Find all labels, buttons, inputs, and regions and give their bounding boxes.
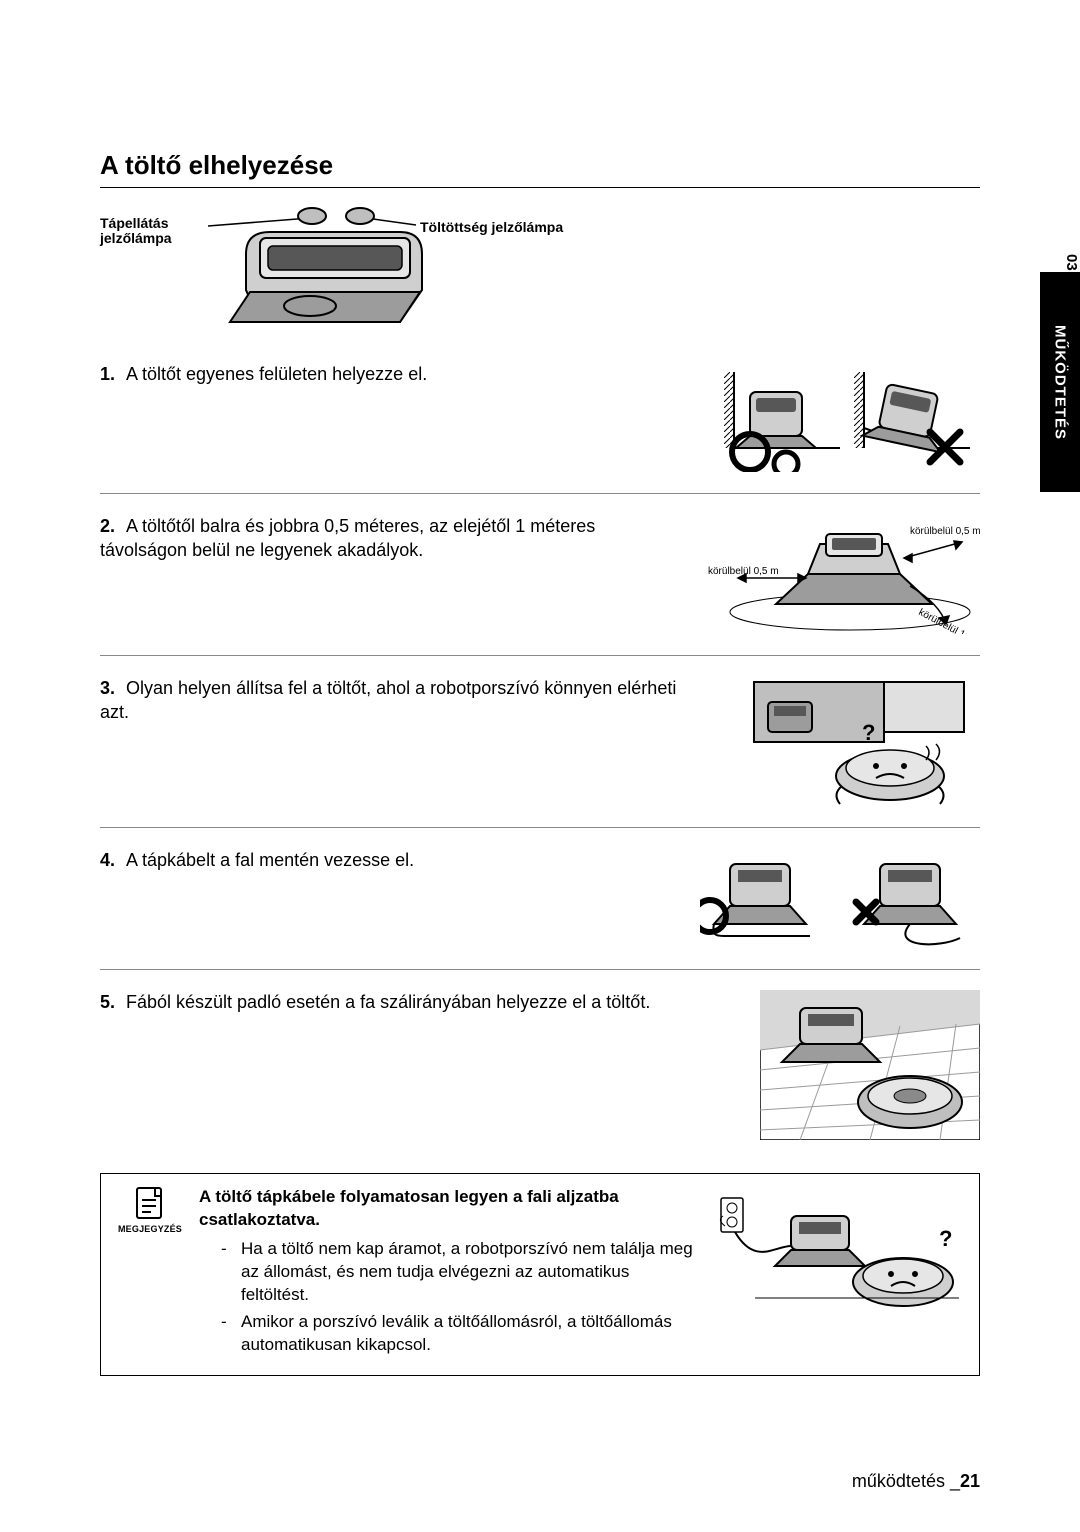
- footer-page-number: 21: [960, 1471, 980, 1491]
- step-5-text: 5.Fából készült padló esetén a fa szálir…: [100, 990, 682, 1014]
- step-1-text: 1.A töltőt egyenes felületen helyezze el…: [100, 362, 682, 386]
- step-5-illustration: [700, 990, 980, 1145]
- step-4-text: 4.A tápkábelt a fal mentén vezesse el.: [100, 848, 682, 872]
- separator-after-4: [100, 969, 980, 970]
- step-1-number: 1.: [100, 362, 126, 386]
- step-4: 4.A tápkábelt a fal mentén vezesse el.: [100, 848, 980, 953]
- title-rule: [100, 187, 980, 188]
- separator-after-1: [100, 493, 980, 494]
- step-4-illustration: [700, 848, 980, 953]
- clearance-front: körülbelül 1m: [917, 607, 975, 634]
- note-box: MEGJEGYZÉS A töltő tápkábele folyamatosa…: [100, 1173, 980, 1376]
- note-bullet-2: Amikor a porszívó leválik a töltőállomás…: [213, 1311, 701, 1357]
- manual-page: 03 MŰKÖDTETÉS A töltő elhelyezése Tápell…: [0, 0, 1080, 1532]
- callout-power-lamp: Tápellátás jelzőlámpa: [100, 216, 210, 247]
- separator-after-2: [100, 655, 980, 656]
- note-body: A töltő tápkábele folyamatosan legyen a …: [199, 1186, 701, 1361]
- note-illustration: ?: [715, 1186, 965, 1321]
- clearance-left: körülbelül 0,5 m: [708, 566, 779, 577]
- step-5-body: Fából készült padló esetén a fa szálirán…: [126, 992, 650, 1012]
- step-3-text: 3.Olyan helyen állítsa fel a töltőt, aho…: [100, 676, 682, 725]
- note-icon: [133, 1186, 167, 1222]
- svg-text:?: ?: [939, 1226, 952, 1251]
- callout-charge-lamp: Töltöttség jelzőlámpa: [420, 220, 580, 235]
- clearance-right: körülbelül 0,5 m: [910, 526, 980, 537]
- step-4-body: A tápkábelt a fal mentén vezesse el.: [126, 850, 414, 870]
- step-5-number: 5.: [100, 990, 126, 1014]
- page-footer: működtetés _21: [852, 1471, 980, 1492]
- step-4-number: 4.: [100, 848, 126, 872]
- note-bullet-1: Ha a töltő nem kap áramot, a robotporszí…: [213, 1238, 701, 1307]
- step-3-illustration: ?: [700, 676, 980, 811]
- svg-text:?: ?: [862, 720, 875, 745]
- step-5: 5.Fából készült padló esetén a fa szálir…: [100, 990, 980, 1145]
- note-title: A töltő tápkábele folyamatosan legyen a …: [199, 1186, 701, 1232]
- step-3-body: Olyan helyen állítsa fel a töltőt, ahol …: [100, 678, 676, 722]
- step-2-illustration: körülbelül 0,5 m körülbelül 0,5 m körülb…: [700, 514, 980, 639]
- section-side-tab: MŰKÖDTETÉS: [1040, 272, 1080, 492]
- step-2: 2.A töltőtől balra és jobbra 0,5 méteres…: [100, 514, 980, 639]
- footer-text: működtetés _: [852, 1471, 960, 1491]
- step-2-text: 2.A töltőtől balra és jobbra 0,5 méteres…: [100, 514, 682, 563]
- charger-figure: Tápellátás jelzőlámpa Töltöttség jelzőlá…: [100, 202, 520, 342]
- note-badge: MEGJEGYZÉS: [115, 1186, 185, 1234]
- step-1-illustration: [700, 362, 980, 477]
- page-title: A töltő elhelyezése: [100, 150, 980, 181]
- step-1-body: A töltőt egyenes felületen helyezze el.: [126, 364, 427, 384]
- note-badge-text: MEGJEGYZÉS: [115, 1224, 185, 1234]
- step-2-number: 2.: [100, 514, 126, 538]
- step-1: 1.A töltőt egyenes felületen helyezze el…: [100, 362, 980, 477]
- separator-after-3: [100, 827, 980, 828]
- step-3: 3.Olyan helyen állítsa fel a töltőt, aho…: [100, 676, 980, 811]
- step-2-body: A töltőtől balra és jobbra 0,5 méteres, …: [100, 516, 595, 560]
- section-number: 03: [1040, 254, 1080, 271]
- step-3-number: 3.: [100, 676, 126, 700]
